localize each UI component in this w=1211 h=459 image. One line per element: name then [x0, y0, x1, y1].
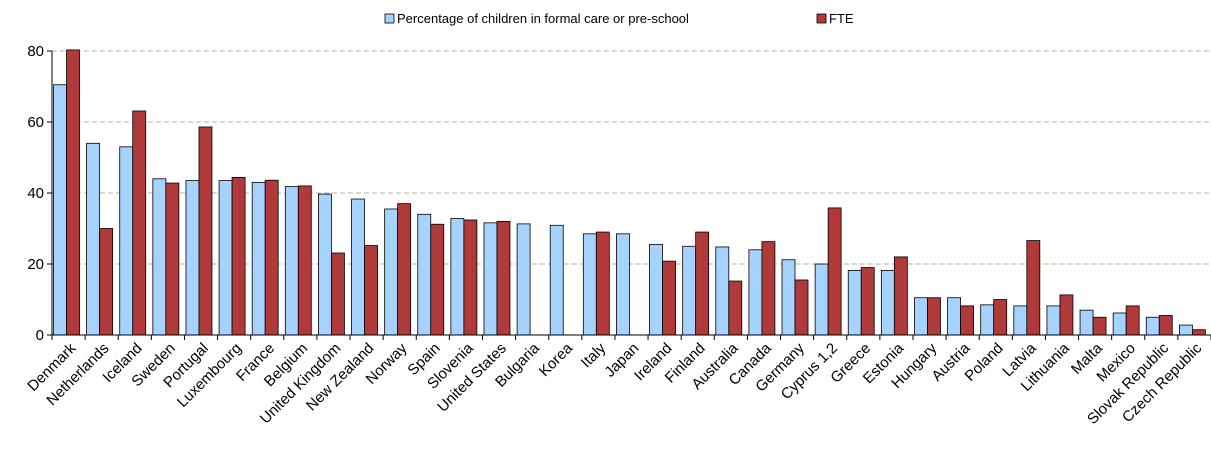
bar	[384, 208, 399, 336]
y-tick-label: 40	[27, 185, 44, 202]
bar	[880, 269, 895, 336]
bar	[264, 179, 279, 336]
bar	[893, 256, 908, 336]
bar	[1112, 312, 1127, 336]
bar	[1092, 316, 1107, 336]
bar	[715, 246, 730, 336]
bar	[430, 223, 445, 336]
bar	[463, 219, 478, 336]
bar	[1158, 315, 1173, 336]
legend-label-series-1: Percentage of children in formal care or…	[397, 11, 689, 26]
bar	[251, 181, 266, 336]
bar	[1178, 324, 1193, 336]
bar	[947, 297, 961, 336]
bar	[1013, 305, 1028, 336]
bar	[814, 263, 829, 336]
bar	[86, 142, 101, 336]
bar	[794, 279, 809, 336]
bar	[297, 185, 312, 336]
bar	[516, 223, 531, 336]
legend-swatch-series-2	[816, 13, 827, 24]
bar	[198, 126, 213, 336]
category-labels: DenmarkNetherlandsIcelandSwedenPortugalL…	[24, 339, 1205, 428]
bar	[927, 297, 941, 336]
bar	[748, 249, 763, 336]
bar	[960, 305, 974, 336]
bar	[152, 178, 167, 336]
bar	[595, 231, 610, 336]
bar	[695, 231, 710, 336]
legend-swatch-series-1	[384, 13, 395, 24]
bars	[53, 49, 1206, 336]
bar	[231, 176, 246, 336]
bar	[66, 49, 80, 336]
y-tick-label: 0	[36, 327, 44, 344]
bar	[450, 218, 465, 336]
bar	[662, 260, 676, 336]
y-axis: 0 20 40 60 80	[27, 43, 53, 344]
bar	[284, 186, 299, 336]
bar	[132, 110, 147, 336]
bar	[165, 182, 180, 336]
y-tick-label: 60	[27, 114, 44, 131]
bar	[496, 220, 511, 336]
bar	[99, 228, 114, 336]
bar	[582, 233, 597, 336]
bar	[119, 146, 134, 336]
bar	[1046, 305, 1061, 336]
bar	[331, 252, 345, 336]
category-label: Poland	[962, 340, 1007, 385]
bar	[827, 207, 842, 336]
bar	[682, 245, 697, 336]
bar	[53, 84, 67, 336]
bar	[1079, 309, 1094, 336]
bar	[1026, 240, 1041, 336]
y-tick-label: 80	[27, 43, 44, 60]
bar	[616, 233, 630, 336]
legend-label-series-2: FTE	[829, 11, 854, 26]
bar	[549, 224, 564, 336]
bar	[483, 222, 498, 336]
x-axis	[51, 334, 1211, 340]
bar	[397, 203, 412, 336]
y-tick-label: 20	[27, 256, 44, 273]
bar	[914, 297, 928, 336]
bar	[218, 180, 233, 336]
bar	[1191, 329, 1206, 336]
bar	[847, 269, 862, 336]
bar	[860, 267, 875, 336]
bar	[364, 245, 378, 336]
bar	[1125, 305, 1140, 336]
bar	[781, 259, 796, 336]
bar	[980, 304, 995, 336]
category-label: Korea	[536, 339, 577, 380]
legend: Percentage of children in formal care or…	[384, 11, 854, 26]
bar	[417, 213, 432, 336]
bar	[993, 299, 1008, 336]
bar	[185, 180, 200, 336]
bar	[318, 193, 332, 336]
bar	[728, 280, 743, 336]
bar	[351, 198, 365, 336]
bar	[761, 241, 776, 336]
bar	[649, 244, 663, 336]
bar	[1059, 294, 1074, 336]
bar	[1145, 316, 1160, 336]
